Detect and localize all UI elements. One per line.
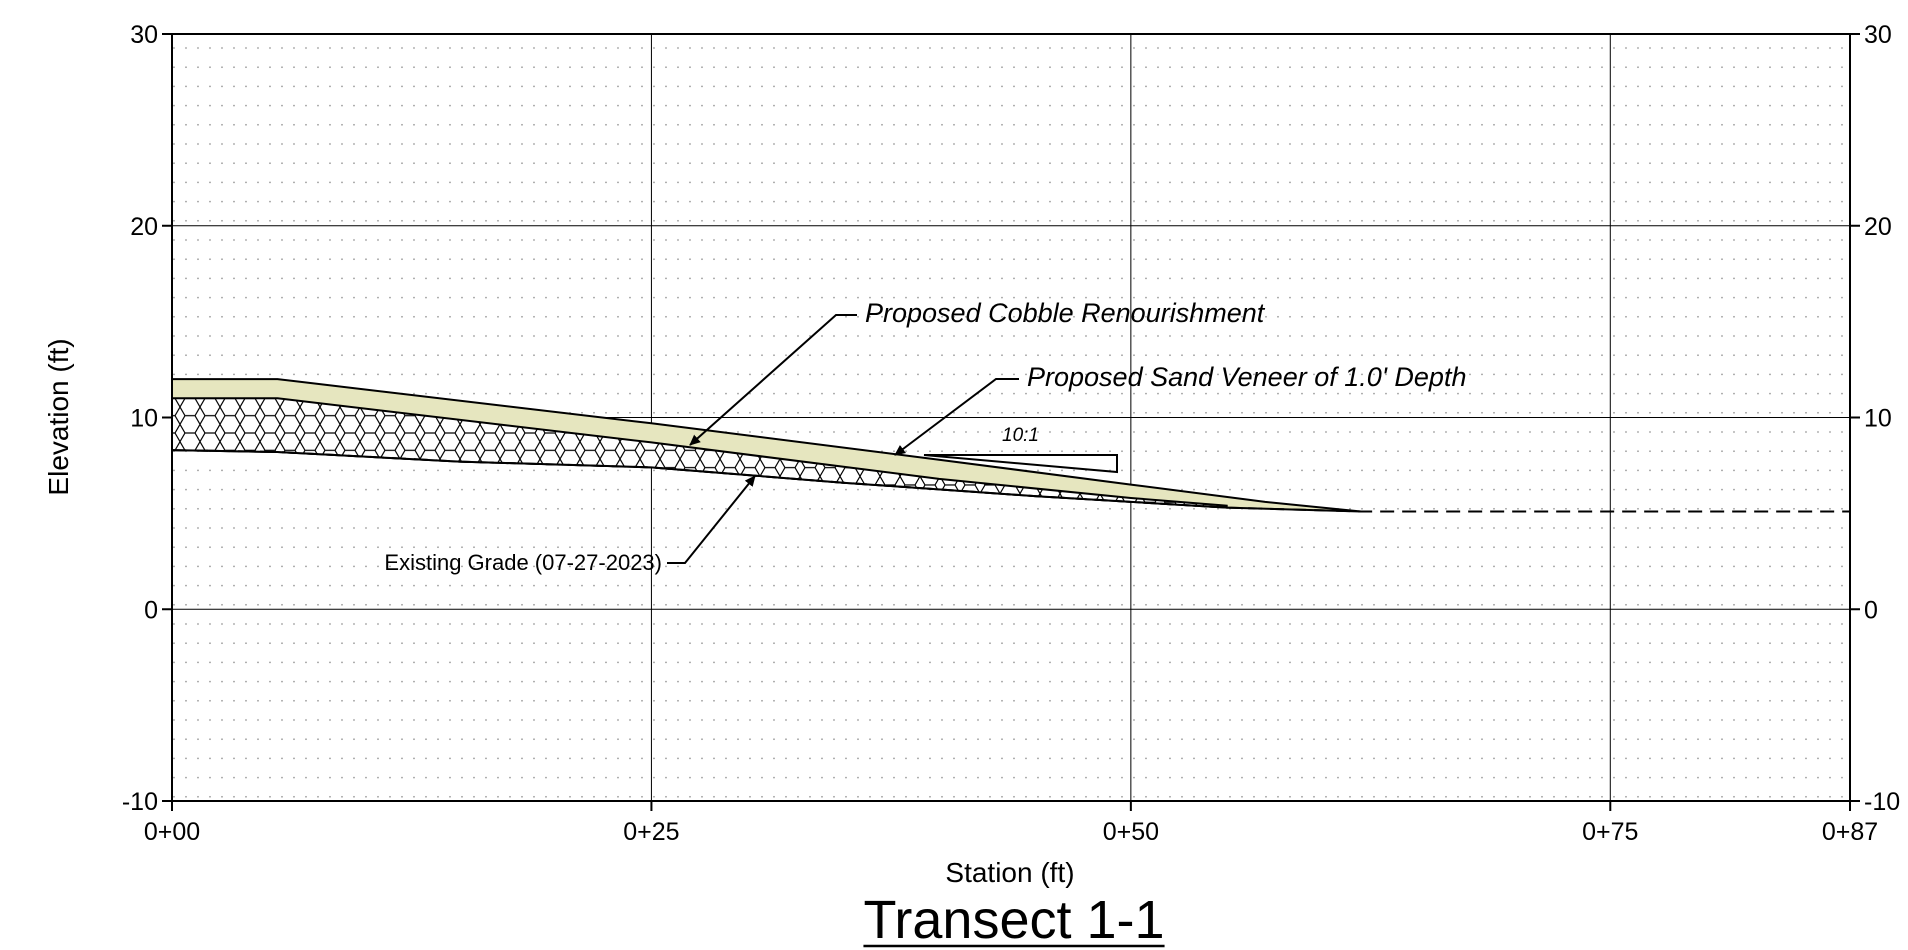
y-tick-label-left: 20 (130, 213, 158, 241)
y-tick-label-left: 10 (130, 405, 158, 433)
gridlines (172, 34, 1850, 801)
x-axis-ticks: 0+00 0+25 0+50 0+75 0+87 (144, 801, 1878, 846)
x-tick-label: 0+00 (144, 818, 200, 846)
cobble-hatch (172, 398, 1227, 508)
callout-leaders (667, 314, 1019, 564)
y-axis-title: Elevation (ft) (43, 338, 74, 495)
existing-grade-callout: Existing Grade (07-27-2023) (384, 550, 662, 575)
y-tick-label-left: 30 (130, 21, 158, 49)
slope-indicator: 10:1 (923, 425, 1118, 474)
y-tick-label-left: -10 (122, 788, 158, 816)
y-tick-label-right: 30 (1864, 21, 1892, 49)
slope-label: 10:1 (1002, 425, 1039, 446)
x-tick-label: 0+87 (1822, 818, 1878, 846)
cobble-leader (689, 314, 857, 446)
y-tick-label-right: 0 (1864, 596, 1878, 624)
cobble-callout: Proposed Cobble Renourishment (865, 298, 1266, 328)
x-tick-label: 0+75 (1582, 818, 1638, 846)
sand-callout: Proposed Sand Veneer of 1.0' Depth (1027, 362, 1466, 392)
x-tick-label: 0+25 (623, 818, 679, 846)
existing-grade-line (172, 449, 1850, 513)
figure-title: Transect 1-1 (863, 890, 1164, 950)
y-tick-label-right: 10 (1864, 405, 1892, 433)
x-tick-label: 0+50 (1103, 818, 1159, 846)
y-tick-label-right: 20 (1864, 213, 1892, 241)
section-layers (172, 378, 1850, 513)
y-axis-ticks: 30 30 20 20 10 10 0 0 -10 -10 (122, 21, 1900, 816)
y-tick-label-right: -10 (1864, 788, 1900, 816)
sand-leader (894, 378, 1019, 456)
existing-leader (667, 475, 756, 564)
y-tick-label-left: 0 (144, 596, 158, 624)
x-axis-title: Station (ft) (945, 857, 1074, 888)
